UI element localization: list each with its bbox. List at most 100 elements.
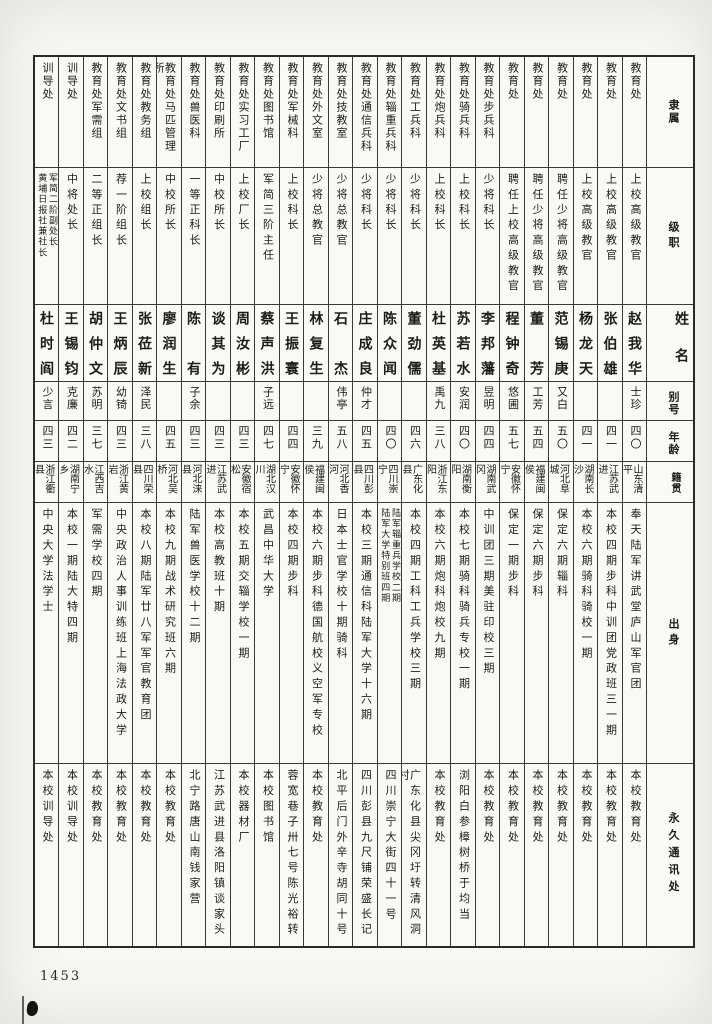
cell-age-19: 四三 (180, 420, 206, 462)
cell-address-22: 本校教育处 (107, 763, 133, 948)
background-text: 保定一期步科 (506, 508, 520, 601)
cell-rank-23: 二等正组长 (82, 167, 108, 305)
age-text: 四三 (237, 425, 250, 451)
address-text: 北平后门外辛寺胡同十号 (335, 769, 348, 939)
alias-text: 悠圃 (506, 386, 520, 411)
alias-text (420, 383, 426, 389)
alias-text: 克廉 (65, 386, 79, 411)
unit-text: 教育处印刷所 (212, 62, 226, 140)
cell-alias-20 (156, 381, 182, 421)
rank-text: 中将处长 (65, 173, 79, 234)
alias-text: 泽民 (139, 386, 152, 411)
cell-age-23: 三七 (82, 420, 108, 462)
cell-address-3: 本校教育处 (572, 763, 598, 948)
cell-name-16: 蔡声洪 (254, 304, 280, 382)
cell-background-21: 本校八期陆军廿八军军官教育团 (131, 502, 157, 764)
cell-origin-18: 江苏武进 (205, 461, 231, 503)
name-text: 谈其为 (209, 311, 226, 375)
origin-text: 江西吉水 (83, 464, 103, 494)
cell-rank-11: 少将科长 (376, 167, 402, 305)
name-text: 王锡钧 (62, 311, 79, 375)
cell-background-6: 保定一期步科 (499, 502, 525, 764)
address-text: 本校教育处 (604, 769, 618, 846)
cell-age-13: 五八 (327, 420, 353, 462)
cell-unit-14: 教育处外文室 (303, 55, 329, 168)
background-text: 武昌中华大学 (261, 508, 275, 601)
row-age: 年龄 四〇 四一 四一 五〇 五四 五七 四四 四〇 三八 四六 四〇 四五 五八 三九 四四 四七 四三 四三四… (33, 420, 695, 462)
alias-text: 伟亭 (335, 386, 348, 411)
cell-name-19: 陈有 (180, 304, 206, 382)
cell-background-10: 本校四期工科工兵学校三期 (401, 502, 427, 764)
unit-text: 教育处图书馆 (261, 62, 275, 140)
name-text: 李邦藩 (479, 311, 495, 375)
cell-alias-14 (303, 381, 329, 421)
age-text: 四〇 (629, 425, 642, 451)
cell-origin-11: 四川崇宁 (376, 461, 402, 503)
header-rank: 级职 (646, 167, 695, 305)
cell-background-14: 本校六期步科德国航校义空军专校 (303, 502, 329, 764)
age-text: 四三 (188, 425, 201, 451)
rank-text: 军简三阶主任 (261, 173, 275, 265)
cell-age-20: 四五 (156, 420, 182, 462)
cell-unit-21: 教育处教务组 (131, 55, 157, 168)
cell-address-10: 广东化县尖冈圩转清风洞村 (401, 763, 427, 948)
unit-text: 教育处 (604, 62, 618, 101)
page-number: 1453 (40, 969, 82, 984)
cell-name-13: 石杰 (327, 304, 353, 382)
cell-origin-9: 浙江东阳 (425, 461, 451, 503)
cell-age-17: 四三 (229, 420, 255, 462)
cell-unit-16: 教育处图书馆 (254, 55, 280, 168)
background-text: 本校五期交辎学校一期 (237, 508, 250, 662)
rank-text: 二等正组长 (90, 173, 103, 249)
rank-text: 上校厂长 (237, 173, 250, 234)
cell-address-14: 本校教育处 (303, 763, 329, 948)
unit-text: 教育处辎重兵科 (384, 62, 397, 153)
cell-name-11: 陈众闻 (376, 304, 402, 382)
cell-age-8: 四〇 (450, 420, 476, 462)
header-alias: 别号 (646, 381, 695, 421)
cell-address-13: 北平后门外辛寺胡同十号 (327, 763, 353, 948)
unit-text: 教育处教务组 (139, 62, 152, 140)
cell-background-3: 本校六期骑科骑校一期 (572, 502, 598, 764)
address-text: 蓉宽巷子卅七号陈光裕转 (286, 769, 299, 939)
origin-text: 四川荣县 (132, 464, 152, 494)
unit-text: 教育处炮兵科 (433, 62, 446, 140)
name-text: 石杰 (332, 311, 348, 375)
age-text: 五七 (506, 425, 520, 451)
address-text: 本校图书馆 (261, 769, 275, 846)
background-text: 本校四期步科中训团党政班三一期 (604, 508, 618, 739)
header-name: 姓名 (646, 304, 695, 382)
cell-unit-23: 教育处军需组 (82, 55, 108, 168)
cell-unit-2: 教育处 (597, 55, 623, 168)
name-text: 董劲儒 (405, 311, 422, 375)
cell-rank-6: 聘任上校高级教官 (499, 167, 525, 305)
cell-age-14: 三九 (303, 420, 329, 462)
cell-origin-1: 山东清平 (621, 461, 647, 503)
cell-background-7: 中训团三期美驻印校三期 (474, 502, 500, 764)
cell-background-11: 陆军辎重兵学校二期 陆军大学特别班四期 (376, 502, 402, 764)
cell-age-12: 四五 (352, 420, 378, 462)
age-text: 三八 (139, 425, 152, 451)
cell-rank-20: 中校所长 (156, 167, 182, 305)
origin-text: 湖南衡阳 (450, 464, 471, 494)
cell-origin-15: 安徽怀宁 (278, 461, 304, 503)
name-text: 王振寰 (283, 311, 299, 375)
address-text: 本校教育处 (310, 769, 324, 846)
header-age-label: 年龄 (667, 430, 680, 456)
age-text: 五〇 (555, 425, 569, 451)
name-text: 陈众闻 (381, 311, 397, 375)
address-text: 本校教育处 (506, 769, 520, 846)
rank-text: 中校所长 (212, 173, 226, 234)
cell-origin-8: 湖南衡阳 (450, 461, 476, 503)
rank-text: 上校科长 (286, 173, 299, 234)
cell-background-23: 军需学校四期 (82, 502, 108, 764)
alias-text (395, 383, 401, 389)
unit-text: 教育处文书组 (114, 62, 128, 140)
origin-text: 安徽宿松 (230, 464, 250, 494)
cell-name-17: 周汝彬 (229, 304, 255, 382)
cell-name-18: 谈其为 (205, 304, 231, 382)
unit-text: 教育处外文室 (310, 62, 324, 140)
cell-rank-18: 中校所长 (205, 167, 231, 305)
cell-address-19: 北宁路唐山南钱家营 (180, 763, 206, 948)
cell-age-1: 四〇 (621, 420, 647, 462)
